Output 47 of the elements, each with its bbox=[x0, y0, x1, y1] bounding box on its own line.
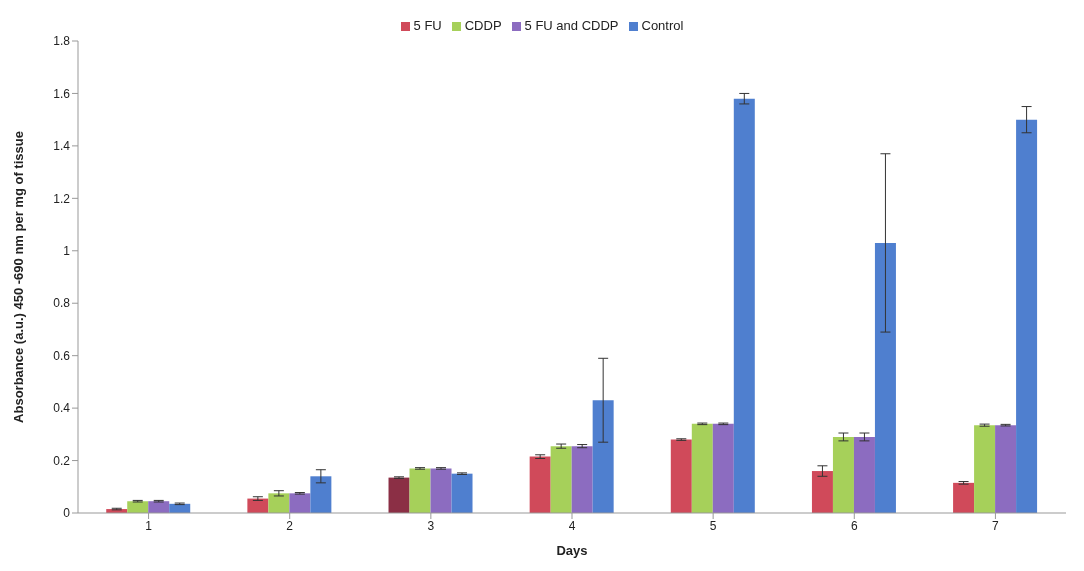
y-tick-label: 1 bbox=[63, 244, 71, 259]
bar bbox=[451, 473, 473, 513]
bar bbox=[853, 436, 875, 513]
x-tick-label: 2 bbox=[286, 518, 294, 533]
x-tick-label: 1 bbox=[145, 518, 153, 533]
y-tick-label: 1.8 bbox=[53, 34, 71, 49]
y-tick-label: 0.4 bbox=[53, 401, 71, 416]
bar bbox=[409, 468, 431, 513]
bar bbox=[1016, 119, 1038, 513]
bar bbox=[550, 446, 572, 513]
legend-label: CDDP bbox=[464, 18, 502, 33]
bar bbox=[571, 446, 593, 513]
legend-label: 5 FU bbox=[413, 18, 442, 33]
y-tick-label: 0.8 bbox=[53, 296, 71, 311]
bar bbox=[268, 493, 290, 513]
bar bbox=[811, 471, 833, 513]
legend-label: 5 FU and CDDP bbox=[524, 18, 619, 33]
x-axis-title: Days bbox=[556, 543, 588, 558]
y-tick-label: 1.4 bbox=[53, 139, 71, 154]
bar bbox=[995, 425, 1017, 513]
bar bbox=[832, 436, 854, 513]
bar bbox=[733, 98, 755, 513]
x-tick-label: 6 bbox=[850, 518, 858, 533]
x-tick-label: 7 bbox=[992, 518, 1000, 533]
bar bbox=[691, 423, 713, 513]
bar bbox=[974, 425, 996, 513]
y-tick-label: 0.6 bbox=[53, 348, 71, 363]
bar bbox=[310, 476, 332, 513]
bar bbox=[430, 468, 452, 513]
bar bbox=[874, 242, 896, 513]
y-axis-title: Absorbance (a.u.) 450 -690 nm per mg of tissue bbox=[10, 131, 26, 423]
bar bbox=[670, 439, 692, 513]
bar bbox=[388, 477, 410, 513]
x-tick-label: 3 bbox=[427, 518, 435, 533]
x-tick-label: 4 bbox=[568, 518, 576, 533]
legend-label: Control bbox=[641, 18, 684, 33]
bar bbox=[712, 423, 734, 513]
y-tick-label: 1.6 bbox=[53, 86, 71, 101]
bar bbox=[592, 400, 614, 513]
bar bbox=[247, 498, 269, 513]
y-tick-label: 0 bbox=[63, 506, 71, 521]
y-tick-label: 1.2 bbox=[53, 191, 71, 206]
bar bbox=[289, 493, 311, 513]
x-tick-label: 5 bbox=[709, 518, 717, 533]
bar bbox=[953, 482, 975, 513]
bar bbox=[529, 456, 551, 513]
y-tick-label: 0.2 bbox=[53, 453, 71, 468]
